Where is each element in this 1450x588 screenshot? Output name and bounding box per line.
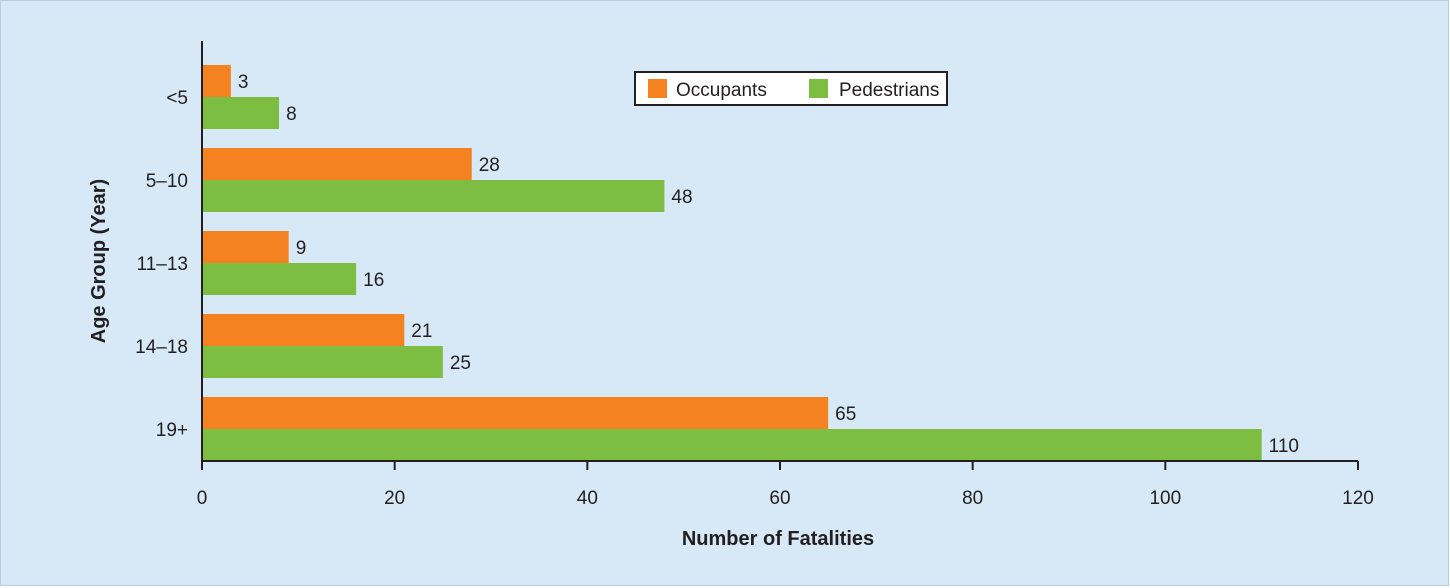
legend-swatch-pedestrians — [809, 79, 828, 98]
bar-pedestrians-4 — [202, 346, 443, 378]
value-label-pedestrians-3: 16 — [363, 270, 384, 291]
x-tick-label-5: 80 — [962, 488, 983, 509]
bar-occupants-2 — [202, 148, 472, 180]
category-label-4: 14–18 — [135, 337, 188, 358]
x-axis-title: Number of Fatalities — [682, 528, 874, 550]
x-tick-label-6: 100 — [1149, 488, 1181, 509]
x-tick-label-4: 60 — [769, 488, 790, 509]
value-label-pedestrians-2: 48 — [671, 187, 692, 208]
category-label-2: 5–10 — [146, 171, 188, 192]
bars-layer — [202, 65, 1262, 461]
bar-occupants-1 — [202, 65, 231, 97]
value-label-occupants-3: 9 — [296, 238, 307, 259]
value-label-pedestrians-1: 8 — [286, 104, 297, 125]
value-label-pedestrians-4: 25 — [450, 353, 471, 374]
x-tick-label-7: 120 — [1342, 488, 1374, 509]
value-label-occupants-1: 3 — [238, 72, 249, 93]
bar-pedestrians-3 — [202, 263, 356, 295]
legend-label-pedestrians: Pedestrians — [839, 80, 939, 101]
x-tick-label-1: 0 — [197, 488, 208, 509]
legend-label-occupants: Occupants — [676, 80, 767, 101]
x-tick-label-2: 20 — [384, 488, 405, 509]
category-label-3: 11–13 — [137, 254, 188, 275]
bar-occupants-4 — [202, 314, 404, 346]
category-labels-layer: <5 5–10 11–13 14–18 19+ — [135, 88, 188, 441]
value-label-occupants-5: 65 — [835, 404, 856, 425]
category-label-5: 19+ — [156, 420, 188, 441]
bar-pedestrians-2 — [202, 180, 664, 212]
legend: Occupants Pedestrians — [635, 72, 947, 105]
value-label-pedestrians-5: 110 — [1269, 436, 1299, 457]
x-ticks-layer: 0 20 40 60 80 100 120 — [197, 461, 1374, 509]
bar-occupants-3 — [202, 231, 289, 263]
bar-pedestrians-1 — [202, 97, 279, 129]
legend-swatch-occupants — [648, 79, 667, 98]
category-label-1: <5 — [166, 88, 188, 109]
y-axis-title: Age Group (Year) — [88, 179, 110, 343]
value-label-occupants-4: 21 — [411, 321, 432, 342]
x-tick-label-3: 40 — [577, 488, 598, 509]
value-label-occupants-2: 28 — [479, 155, 500, 176]
bar-occupants-5 — [202, 397, 828, 429]
bar-pedestrians-5 — [202, 429, 1262, 461]
